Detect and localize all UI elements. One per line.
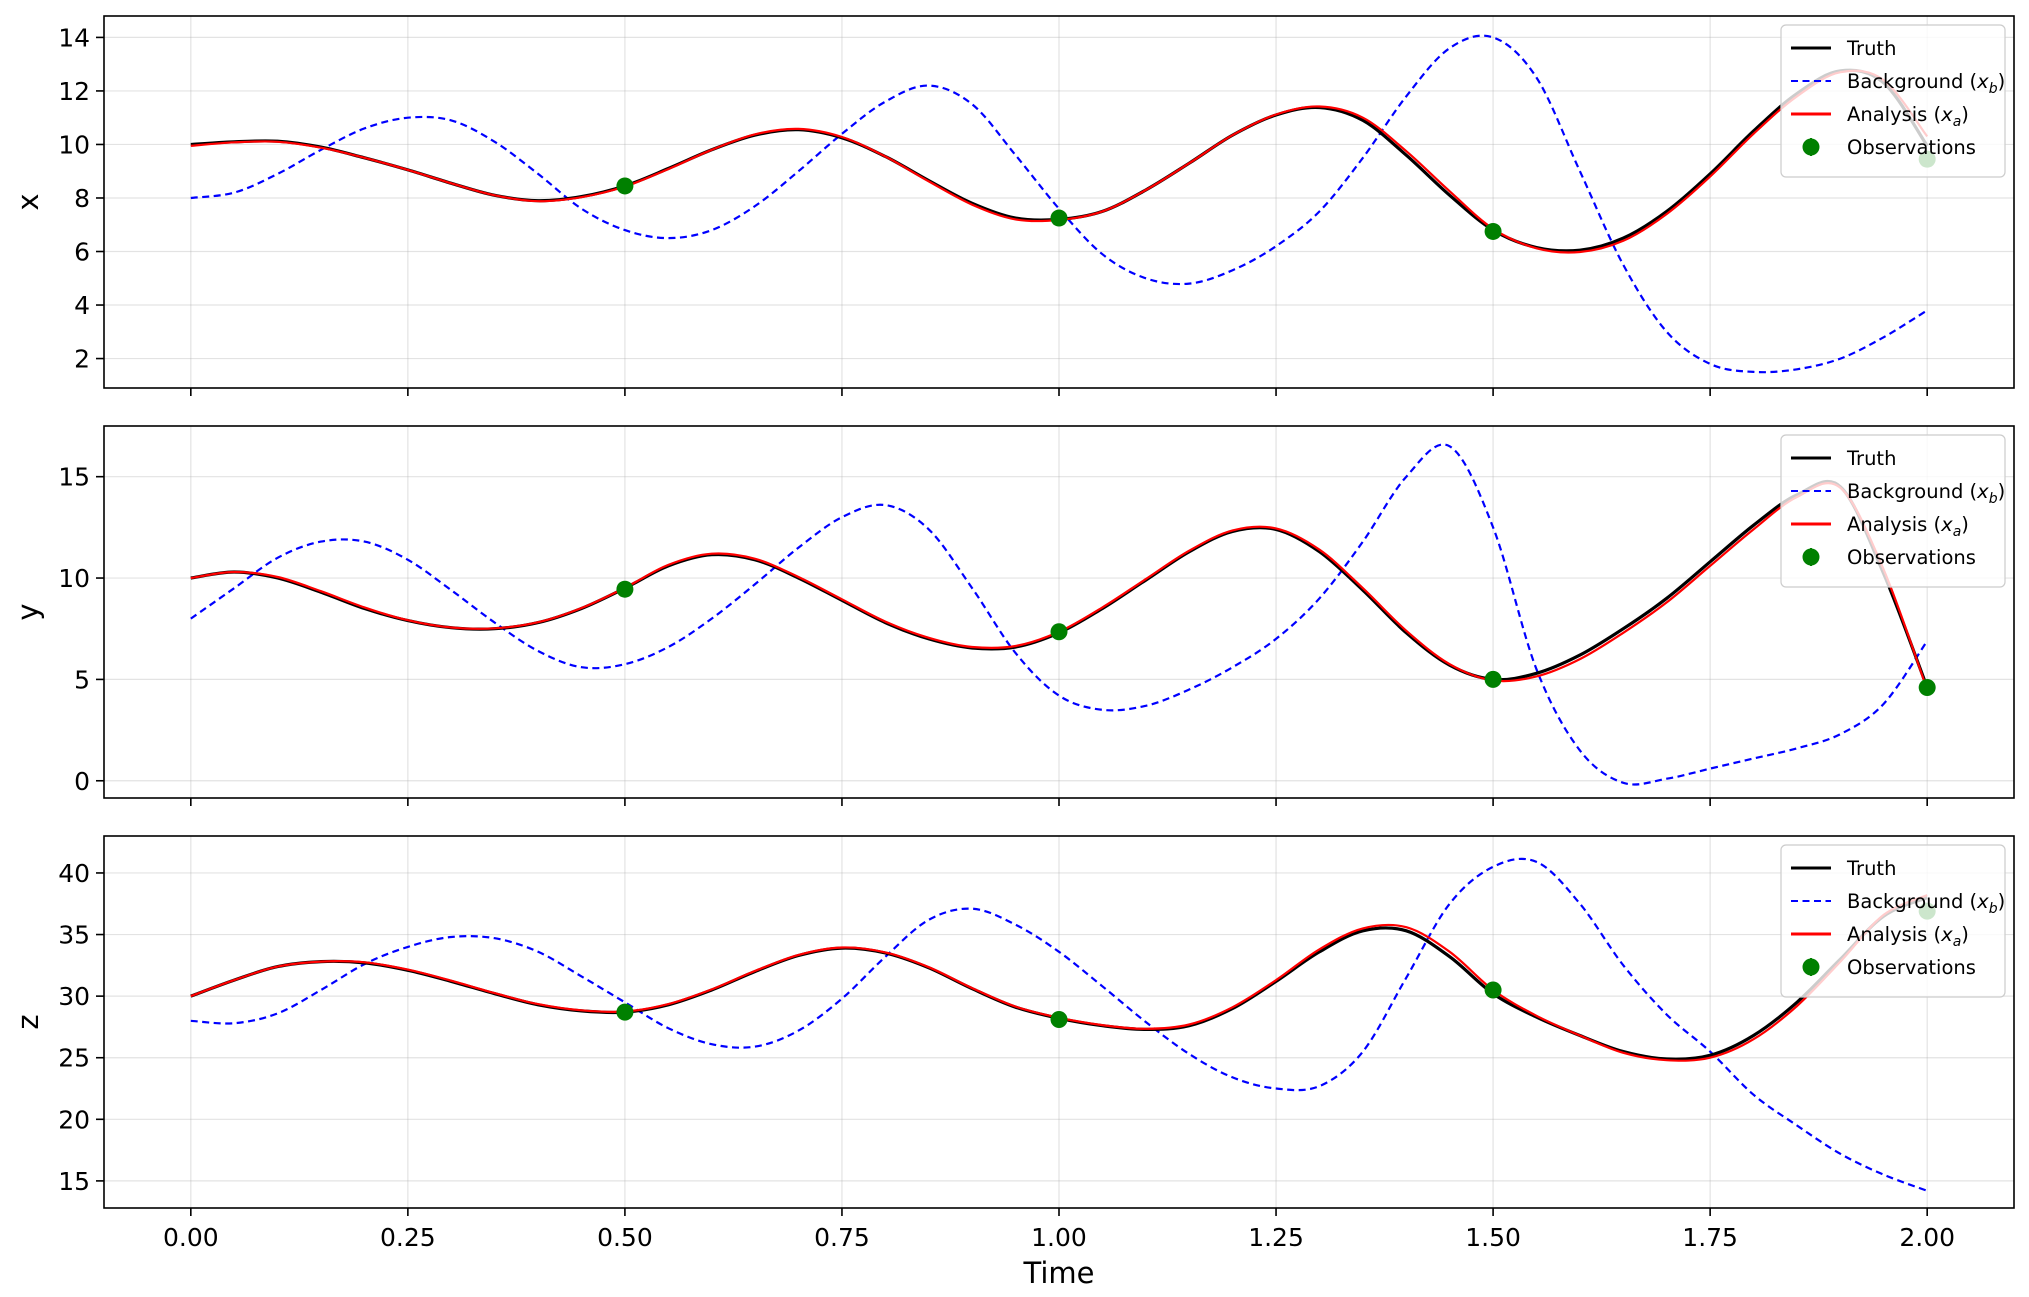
y-tick-label: 10 (58, 130, 90, 159)
y-tick-label: 25 (58, 1044, 90, 1073)
series-background-line (190, 443, 1929, 786)
legend-label: Observations (1847, 546, 1976, 569)
y-tick-label: 40 (58, 859, 90, 888)
subplot-z: 0.00 0.25 0.50 0.75 1.00 1.25 1.50 1.75 2.00 15 20… (11, 835, 2015, 1290)
y-tick-label: 20 (58, 1105, 90, 1134)
subplot-y: 0 5 10 15 y Truth Background (xb) Analysis (xa)… (11, 425, 2015, 806)
legend-label: Background (xb) (1847, 70, 2005, 97)
series-analysis-line (190, 482, 1929, 690)
x-tick-label: 1.00 (1031, 1223, 1087, 1252)
legend-label: Analysis (xa) (1847, 513, 1969, 540)
x-tick-label: 1.25 (1248, 1223, 1304, 1252)
x-tick-label: 1.50 (1465, 1223, 1521, 1252)
legend-label: Analysis (xa) (1847, 923, 1969, 950)
legend-label: Observations (1847, 956, 1976, 979)
subplot-x: 2 4 6 8 10 12 14 x Truth Background (xb) Analysis … (11, 15, 2015, 396)
legend-label: Truth (1846, 447, 1896, 470)
y-axis-label: z (11, 1014, 45, 1029)
observation-point (616, 1003, 634, 1021)
observation-point (1050, 209, 1068, 227)
observation-point (1484, 222, 1502, 240)
y-tick-label: 5 (74, 665, 90, 694)
y-tick-label: 2 (74, 345, 90, 374)
series-background-line (190, 857, 1928, 1192)
series-background-line (190, 34, 1928, 374)
legend-label: Truth (1846, 857, 1896, 880)
observation-point (1484, 981, 1502, 999)
y-axis-label: x (11, 193, 45, 210)
x-tick-label: 0.50 (597, 1223, 653, 1252)
legend-marker (1802, 958, 1820, 976)
observation-point (1050, 1011, 1068, 1029)
legend-label: Analysis (xa) (1847, 103, 1969, 130)
x-tick-label: 0.25 (380, 1223, 436, 1252)
y-tick-label: 6 (74, 238, 90, 267)
legend-label: Background (xb) (1847, 480, 2005, 507)
plot-area (190, 443, 1936, 786)
x-tick-label: 0.75 (814, 1223, 870, 1252)
y-tick-label: 12 (58, 77, 90, 106)
observation-point (1050, 623, 1068, 641)
observation-point (616, 177, 634, 195)
y-tick-label: 0 (74, 767, 90, 796)
y-tick-label: 35 (58, 921, 90, 950)
x-tick-label: 2.00 (1899, 1223, 1955, 1252)
y-tick-label: 15 (58, 1167, 90, 1196)
y-axis-label: y (11, 603, 45, 620)
legend-marker (1802, 548, 1820, 566)
legend-marker (1802, 138, 1820, 156)
observation-point (1918, 679, 1936, 697)
x-tick-label: 1.75 (1682, 1223, 1738, 1252)
y-tick-label: 8 (74, 184, 90, 213)
y-tick-label: 15 (58, 463, 90, 492)
observation-point (1484, 670, 1502, 688)
legend: Truth Background (xb) Analysis (xa) Observa… (1780, 434, 2006, 588)
y-tick-label: 30 (58, 982, 90, 1011)
legend: Truth Background (xb) Analysis (xa) Observa… (1780, 24, 2006, 178)
legend-label: Observations (1847, 136, 1976, 159)
plot-area (190, 857, 1936, 1192)
y-tick-label: 4 (74, 291, 90, 320)
y-tick-label: 14 (58, 23, 90, 52)
legend-label: Background (xb) (1847, 890, 2005, 917)
x-axis-label: Time (1023, 1256, 1095, 1290)
legend: Truth Background (xb) Analysis (xa) Observa… (1780, 844, 2006, 998)
x-tick-label: 0.00 (163, 1223, 219, 1252)
plot-area (190, 34, 1936, 374)
observation-point (616, 580, 634, 598)
y-tick-label: 10 (58, 564, 90, 593)
legend-label: Truth (1846, 37, 1896, 60)
